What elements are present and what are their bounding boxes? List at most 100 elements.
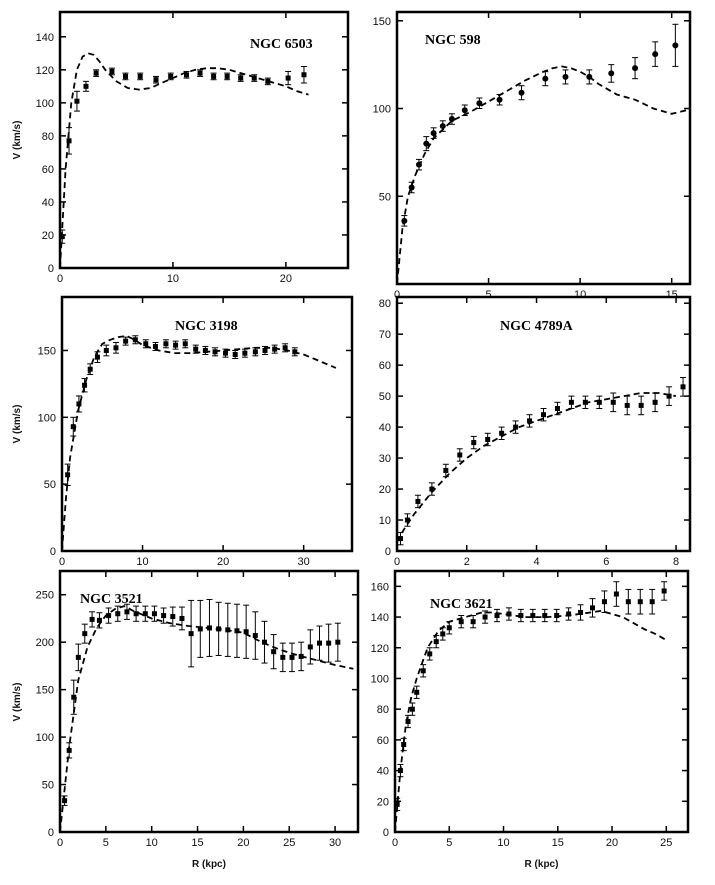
y-tick-label: 30 xyxy=(379,453,391,465)
panel-title: NGC 3621 xyxy=(430,597,493,612)
data-point xyxy=(251,75,257,81)
data-point xyxy=(518,613,524,619)
y-tick-label: 0 xyxy=(385,546,391,558)
data-point xyxy=(161,613,167,619)
data-point xyxy=(62,798,68,804)
data-point xyxy=(224,73,230,79)
data-point xyxy=(404,517,410,523)
data-point xyxy=(578,609,584,615)
y-tick-label: 60 xyxy=(377,735,389,747)
data-point xyxy=(649,599,655,605)
data-point xyxy=(65,472,71,478)
data-point xyxy=(680,384,686,390)
x-tick-label: 15 xyxy=(191,837,203,849)
model-curve xyxy=(59,52,309,269)
data-point xyxy=(243,629,249,635)
x-tick-label: 0 xyxy=(394,556,400,568)
data-point xyxy=(624,402,630,408)
data-point xyxy=(582,399,588,405)
x-tick-label: 10 xyxy=(136,556,148,568)
data-point xyxy=(661,588,667,594)
data-point xyxy=(496,96,503,103)
data-point xyxy=(458,619,464,625)
data-point xyxy=(113,345,119,351)
data-point xyxy=(471,440,477,446)
model-curve xyxy=(61,334,337,552)
data-point xyxy=(482,614,488,620)
y-tick-label: 0 xyxy=(48,827,54,839)
y-tick-label: 250 xyxy=(36,590,54,602)
data-point xyxy=(96,617,102,623)
plot-frame xyxy=(393,569,690,834)
x-tick-label: 5 xyxy=(486,289,492,301)
data-point xyxy=(123,338,129,344)
data-point xyxy=(271,649,277,655)
data-point xyxy=(93,70,99,76)
plot-frame xyxy=(395,295,692,553)
y-tick-label: 80 xyxy=(42,131,54,143)
y-tick-label: 80 xyxy=(377,704,389,716)
x-tick-label: 6 xyxy=(603,556,609,568)
y-tick-label: 40 xyxy=(379,422,391,434)
data-point xyxy=(608,70,615,77)
data-point xyxy=(285,75,291,81)
data-point xyxy=(103,347,109,353)
data-point xyxy=(182,341,188,347)
y-tick-label: 120 xyxy=(36,65,54,77)
data-point xyxy=(193,346,199,352)
data-point xyxy=(518,89,525,96)
x-axis-label: R (kpc) xyxy=(192,859,226,870)
y-tick-label: 60 xyxy=(42,164,54,176)
data-point xyxy=(637,599,643,605)
x-tick-label: 25 xyxy=(283,837,295,849)
data-point xyxy=(542,613,548,619)
data-point xyxy=(394,801,400,807)
data-point xyxy=(439,123,446,130)
chart-panel-1: 0 10 20 0 20 40 60 80 100 120 140 NGC 6503 V (km/s) xyxy=(12,10,350,285)
panel-title: NGC 6503 xyxy=(250,37,313,52)
data-point xyxy=(70,424,76,430)
data-point xyxy=(440,631,446,637)
data-point xyxy=(211,73,217,79)
data-point xyxy=(163,341,169,347)
data-point xyxy=(405,718,411,724)
y-tick-label: 20 xyxy=(42,230,54,242)
data-point xyxy=(106,613,112,619)
x-tick-label: 20 xyxy=(237,837,249,849)
data-point xyxy=(443,467,449,473)
data-point xyxy=(326,640,332,646)
data-point xyxy=(242,350,248,356)
x-tick-label: 30 xyxy=(298,556,310,568)
data-point xyxy=(232,351,238,357)
data-point xyxy=(494,613,500,619)
data-point xyxy=(115,611,121,617)
data-point xyxy=(316,640,322,646)
data-point xyxy=(408,184,415,191)
data-point xyxy=(613,591,619,597)
data-point xyxy=(262,347,268,353)
data-point xyxy=(83,83,89,89)
data-point xyxy=(461,107,468,114)
data-point xyxy=(409,706,415,712)
data-point xyxy=(568,399,574,405)
data-point xyxy=(82,631,88,637)
y-tick-label: 100 xyxy=(36,98,54,110)
x-tick-label: 20 xyxy=(606,837,618,849)
data-point xyxy=(94,354,100,360)
chart-panel-5: 0 5 10 15 20 25 30 0 50 100 150 200 250 NGC 3521 V (km… xyxy=(12,569,360,870)
data-point xyxy=(401,741,407,747)
x-tick-label: 2 xyxy=(464,556,470,568)
data-point xyxy=(133,611,139,617)
model-curve xyxy=(396,392,677,543)
x-tick-label: 20 xyxy=(280,273,292,285)
data-point xyxy=(76,401,82,407)
data-point xyxy=(566,611,572,617)
data-point xyxy=(457,452,463,458)
data-point xyxy=(427,651,433,657)
data-point xyxy=(170,614,176,620)
plot-frame xyxy=(58,10,350,270)
data-point xyxy=(82,382,88,388)
